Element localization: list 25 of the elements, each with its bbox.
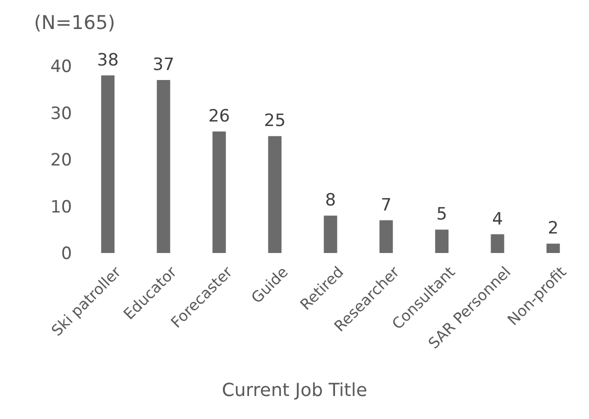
bar <box>379 220 393 253</box>
chart-title: (N=165) <box>34 12 116 34</box>
y-tick-label: 40 <box>50 57 72 78</box>
data-label: 26 <box>208 106 230 126</box>
data-label: 25 <box>264 111 286 132</box>
data-label: 7 <box>380 195 392 216</box>
bar <box>156 80 170 253</box>
data-label: 2 <box>548 218 559 239</box>
y-tick-label: 20 <box>50 150 72 171</box>
y-tick-label: 0 <box>61 244 72 264</box>
data-label: 5 <box>436 204 448 225</box>
y-tick-label: 30 <box>50 104 72 124</box>
x-axis-title: Current Job Title <box>220 380 368 401</box>
bar <box>435 230 449 253</box>
bar <box>101 75 115 253</box>
bar <box>546 244 560 253</box>
data-label: 4 <box>492 209 503 230</box>
bar <box>324 216 338 253</box>
data-label: 8 <box>325 190 336 211</box>
y-tick-label: 10 <box>50 197 72 218</box>
bar <box>212 131 226 253</box>
data-label: 38 <box>97 50 119 70</box>
data-label: 37 <box>152 55 174 76</box>
bar <box>490 234 504 253</box>
bar <box>268 136 282 253</box>
